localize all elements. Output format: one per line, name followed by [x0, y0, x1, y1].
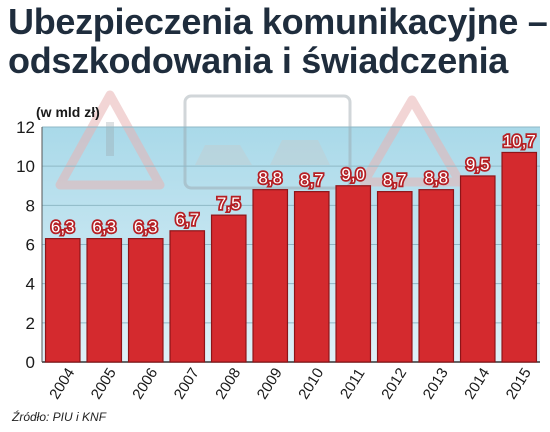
x-tick-label: 2009	[254, 365, 286, 402]
value-label-2012: 8,7	[383, 171, 407, 190]
x-tick-label: 2007	[171, 365, 203, 402]
value-label-2007: 6,7	[175, 210, 199, 229]
y-tick-label: 0	[26, 353, 35, 372]
value-label-2008: 7,5	[217, 194, 241, 213]
warning-triangle-exclamation-icon	[55, 90, 165, 190]
bar-2010	[293, 191, 330, 363]
bar-2014	[459, 175, 496, 363]
x-tick-label: 2011	[337, 366, 369, 402]
value-label-2015: 10,7	[503, 131, 536, 150]
bar-2011	[335, 185, 372, 363]
chart-title: Ubezpieczenia komunikacyjne – odszkodowa…	[8, 2, 548, 80]
y-axis-unit: (w mld zł)	[36, 104, 100, 120]
x-tick-label: 2006	[129, 365, 161, 402]
x-tick-label: 2015	[503, 365, 535, 402]
y-tick-label: 6	[26, 236, 35, 255]
bar-2005	[86, 238, 123, 363]
value-label-2011: 9,0	[341, 165, 365, 184]
skidding-car-triangle-icon	[359, 95, 465, 187]
value-label-2005: 6,3	[92, 218, 116, 237]
bar-2004	[44, 238, 81, 363]
x-tick-label: 2012	[378, 365, 410, 402]
value-label-2013: 8,8	[424, 169, 448, 188]
x-tick-label: 2014	[461, 365, 493, 402]
x-tick-label: 2010	[295, 365, 327, 402]
value-label-2014: 9,5	[466, 155, 490, 174]
bar-2012	[376, 191, 413, 363]
chart-title-line-2: odszkodowania i świadczenia	[8, 40, 509, 81]
x-tick-label: 2005	[88, 365, 120, 402]
bar-2015	[501, 151, 538, 363]
bar-2013	[418, 189, 455, 363]
bar-2009	[252, 189, 289, 363]
bar-2007	[169, 230, 206, 363]
value-label-2009: 8,8	[258, 169, 282, 188]
bar-2006	[127, 238, 164, 363]
source-note: Źródło: PIU i KNF	[12, 410, 107, 424]
value-label-2010: 8,7	[300, 171, 324, 190]
y-tick-label: 8	[26, 196, 35, 215]
value-label-2006: 6,3	[134, 218, 158, 237]
y-tick-label: 4	[26, 275, 35, 294]
value-label-2004: 6,3	[51, 218, 75, 237]
x-tick-label: 2004	[46, 365, 78, 402]
bar-2008	[210, 214, 247, 363]
chart-title-line-1: Ubezpieczenia komunikacyjne –	[8, 1, 548, 42]
x-tick-label: 2013	[420, 365, 452, 402]
car-crash-sign-icon	[183, 94, 352, 190]
x-tick-label: 2008	[212, 365, 244, 402]
crashing-cars-icon	[195, 140, 330, 165]
y-tick-label: 12	[16, 118, 35, 137]
y-tick-label: 2	[26, 314, 35, 333]
y-tick-label: 10	[16, 157, 35, 176]
exclamation-mark-icon	[106, 122, 114, 156]
